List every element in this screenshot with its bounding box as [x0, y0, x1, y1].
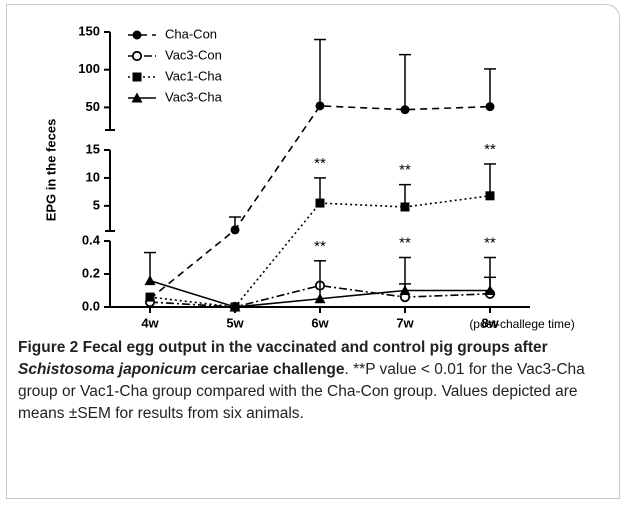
caption-run: cercariae challenge [196, 361, 345, 378]
x-tick-label: 5w [226, 315, 244, 330]
marker [132, 72, 142, 82]
annotation: ** [314, 155, 326, 172]
y-tick-label: 100 [78, 61, 100, 76]
marker [484, 285, 496, 295]
marker [314, 293, 326, 304]
marker [229, 301, 241, 312]
y-tick-label: 0.2 [82, 265, 100, 280]
annotation: ** [399, 234, 411, 251]
x-tick-label: 4w [141, 315, 159, 330]
annotation: ** [314, 238, 326, 255]
legend-label: Cha-Con [165, 26, 217, 41]
x-tick-label: 6w [311, 315, 329, 330]
figure-frame [6, 4, 620, 499]
caption: Figure 2 Fecal egg output in the vaccina… [18, 337, 614, 425]
marker [399, 285, 411, 295]
legend-label: Vac1-Cha [165, 68, 223, 83]
marker [145, 292, 155, 302]
y-tick-label: 50 [86, 99, 100, 114]
series-line [149, 105, 491, 300]
x-axis-label: (post-challege time) [469, 317, 574, 331]
marker [485, 191, 495, 201]
y-tick-label: 5 [93, 197, 100, 212]
marker [144, 275, 156, 286]
x-tick-label: 7w [396, 315, 414, 330]
marker [230, 225, 240, 235]
y-axis-label: EPG in the feces [43, 119, 58, 222]
chart: EPG in the feces (post-challege time) 50… [43, 23, 574, 331]
x-tick-label: 8w [481, 315, 499, 330]
y-tick-label: 150 [78, 23, 100, 38]
y-tick-label: 0.0 [82, 298, 100, 313]
annotation: ** [399, 162, 411, 179]
caption-run: Schistosoma japonicum [18, 361, 197, 378]
marker [131, 92, 143, 103]
marker [485, 102, 495, 112]
legend-label: Vac3-Cha [165, 89, 223, 104]
marker [315, 101, 325, 111]
caption-run: . **P value < 0.01 for the Vac3-Cha grou… [18, 361, 585, 422]
y-tick-label: 15 [86, 141, 100, 156]
caption-run: Figure 2 Fecal egg output in the vaccina… [18, 339, 548, 356]
y-tick-label: 10 [86, 169, 100, 184]
marker [400, 105, 410, 115]
marker [132, 30, 142, 40]
marker [400, 202, 410, 212]
marker [315, 198, 325, 208]
annotation: ** [484, 234, 496, 251]
marker [131, 50, 143, 62]
legend-label: Vac3-Con [165, 47, 222, 62]
y-tick-label: 0.4 [82, 232, 101, 247]
annotation: ** [484, 141, 496, 158]
